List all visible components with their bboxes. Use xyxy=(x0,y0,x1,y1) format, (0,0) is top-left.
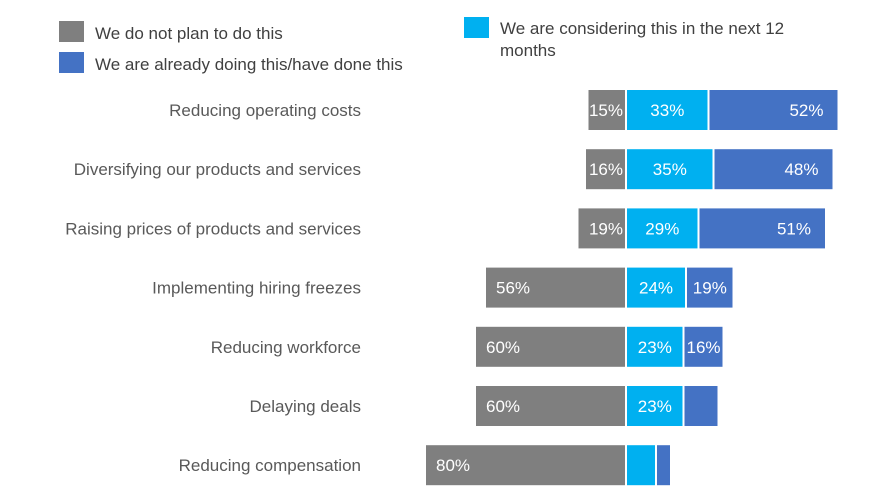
value-labels: 15% 33% 52% 16% 35% 48% 19% 29% 51% 56% 24% 19% 60% 2… xyxy=(436,101,824,475)
bar-not-planned-delaying-deals xyxy=(476,386,625,426)
value-label-considering-reducing-workforce: 23% xyxy=(638,338,672,357)
bar-considering-reducing-workforce xyxy=(627,326,683,367)
value-label-already-doing-raising-prices-of-products-and-services: 51% xyxy=(777,219,811,238)
legend-swatch-considering xyxy=(464,17,489,38)
category-label-raising-prices-of-products-and-services: Raising prices of products and services xyxy=(65,219,361,238)
bar-not-planned-implementing-hiring-freezes xyxy=(486,267,625,308)
value-label-already-doing-implementing-hiring-freezes: 19% xyxy=(693,279,727,298)
bar-not-planned-diversifying-our-products-and-services xyxy=(586,149,625,190)
legend-label-already-doing: We are already doing this/have done this xyxy=(95,55,403,74)
legend-swatch-already-doing xyxy=(59,52,84,73)
category-label-reducing-workforce: Reducing workforce xyxy=(211,338,361,357)
chart-legend: We do not plan to do this We are already… xyxy=(59,17,784,74)
bar-considering-reducing-compensation xyxy=(627,445,655,486)
value-label-not-planned-raising-prices-of-products-and-services: 19% xyxy=(589,219,623,238)
category-label-implementing-hiring-freezes: Implementing hiring freezes xyxy=(152,279,361,298)
bar-considering-diversifying-our-products-and-services xyxy=(627,149,713,190)
category-label-diversifying-our-products-and-services: Diversifying our products and services xyxy=(74,160,361,179)
value-label-not-planned-diversifying-our-products-and-services: 16% xyxy=(589,160,623,179)
bar-already-doing-implementing-hiring-freezes xyxy=(687,267,733,308)
bar-not-planned-reducing-compensation xyxy=(426,445,625,486)
value-label-not-planned-delaying-deals: 60% xyxy=(486,397,520,416)
bar-already-doing-reducing-workforce xyxy=(684,326,723,367)
bars xyxy=(426,90,838,486)
bar-considering-raising-prices-of-products-and-services xyxy=(627,208,698,249)
value-label-already-doing-diversifying-our-products-and-services: 48% xyxy=(784,160,818,179)
value-label-already-doing-reducing-workforce: 16% xyxy=(686,338,720,357)
value-label-considering-diversifying-our-products-and-services: 35% xyxy=(653,160,687,179)
category-labels: Reducing operating costs Diversifying our… xyxy=(65,101,361,475)
legend-label-not-planned: We do not plan to do this xyxy=(95,24,283,43)
value-label-not-planned-reducing-workforce: 60% xyxy=(486,338,520,357)
bar-already-doing-reducing-operating-costs xyxy=(709,90,838,130)
value-label-considering-delaying-deals: 23% xyxy=(638,397,672,416)
value-label-considering-raising-prices-of-products-and-services: 29% xyxy=(645,219,679,238)
bar-considering-implementing-hiring-freezes xyxy=(627,267,685,308)
bar-already-doing-diversifying-our-products-and-services xyxy=(714,149,833,190)
bar-already-doing-reducing-compensation xyxy=(657,445,670,486)
category-label-reducing-operating-costs: Reducing operating costs xyxy=(169,101,361,120)
category-label-delaying-deals: Delaying deals xyxy=(249,397,361,416)
value-label-not-planned-implementing-hiring-freezes: 56% xyxy=(496,279,530,298)
bar-already-doing-delaying-deals xyxy=(684,386,718,426)
legend-label-considering-line-2: months xyxy=(500,41,556,60)
value-label-considering-reducing-operating-costs: 33% xyxy=(650,101,684,120)
bar-not-planned-reducing-workforce xyxy=(476,326,625,367)
value-label-not-planned-reducing-operating-costs: 15% xyxy=(589,101,623,120)
legend-swatch-not-planned xyxy=(59,21,84,42)
bar-considering-reducing-operating-costs xyxy=(627,90,708,130)
bar-considering-delaying-deals xyxy=(627,386,683,426)
bar-not-planned-raising-prices-of-products-and-services xyxy=(578,208,625,249)
value-label-not-planned-reducing-compensation: 80% xyxy=(436,456,470,475)
category-label-reducing-compensation: Reducing compensation xyxy=(179,456,361,475)
legend-label-considering-line-1: We are considering this in the next 12 xyxy=(500,19,784,38)
value-label-already-doing-reducing-operating-costs: 52% xyxy=(789,101,823,120)
bar-not-planned-reducing-operating-costs xyxy=(588,90,625,130)
value-label-considering-implementing-hiring-freezes: 24% xyxy=(639,279,673,298)
bar-already-doing-raising-prices-of-products-and-services xyxy=(699,208,825,249)
